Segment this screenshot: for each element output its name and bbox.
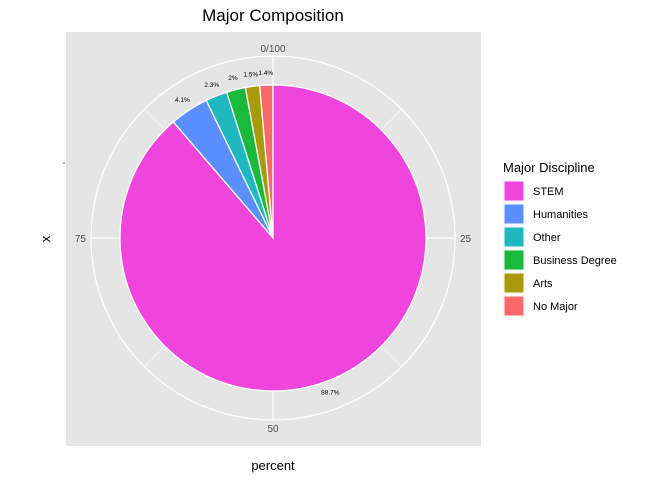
- theta-tick-labels: 0/100 25 50 75: [75, 44, 472, 435]
- legend-swatch: [503, 226, 525, 248]
- theta-tick: 50: [267, 424, 279, 435]
- pie-slice-stem: [119, 84, 427, 392]
- legend-label: No Major: [533, 301, 578, 313]
- slice-label: 88.7%: [321, 390, 340, 397]
- slice-label: 4.1%: [175, 97, 190, 104]
- pie-slices: [119, 84, 427, 392]
- theta-tick: 0/100: [260, 44, 285, 55]
- legend-label: Business Degree: [533, 255, 617, 267]
- legend-label: Arts: [533, 278, 553, 290]
- legend-swatch: [503, 249, 525, 271]
- x-axis-title: percent: [251, 458, 295, 473]
- slice-labels: 1.4%1.5% 2% 2.3% 4.1% 88.7%: [175, 70, 340, 397]
- y-axis-title: x: [38, 235, 53, 242]
- legend-label: Humanities: [533, 209, 589, 221]
- legend: STEM Humanities Other Business Degree Arts No…: [503, 180, 617, 317]
- legend-swatch: [503, 180, 525, 202]
- slice-label: 1.5%: [243, 72, 258, 79]
- legend-title: Major Discipline: [503, 160, 595, 175]
- theta-tick: 75: [75, 234, 87, 245]
- slice-label: 2.3%: [204, 82, 219, 89]
- legend-label: STEM: [533, 186, 564, 198]
- slice-label: 2%: [228, 75, 238, 82]
- legend-swatch: [503, 203, 525, 225]
- legend-swatch: [503, 272, 525, 294]
- legend-swatch: [503, 295, 525, 317]
- slice-label: 1.4%: [258, 70, 273, 77]
- theta-tick: 25: [460, 234, 472, 245]
- chart-title: Major Composition: [202, 6, 344, 25]
- legend-label: Other: [533, 232, 561, 244]
- y-tick-label: -: [62, 158, 65, 169]
